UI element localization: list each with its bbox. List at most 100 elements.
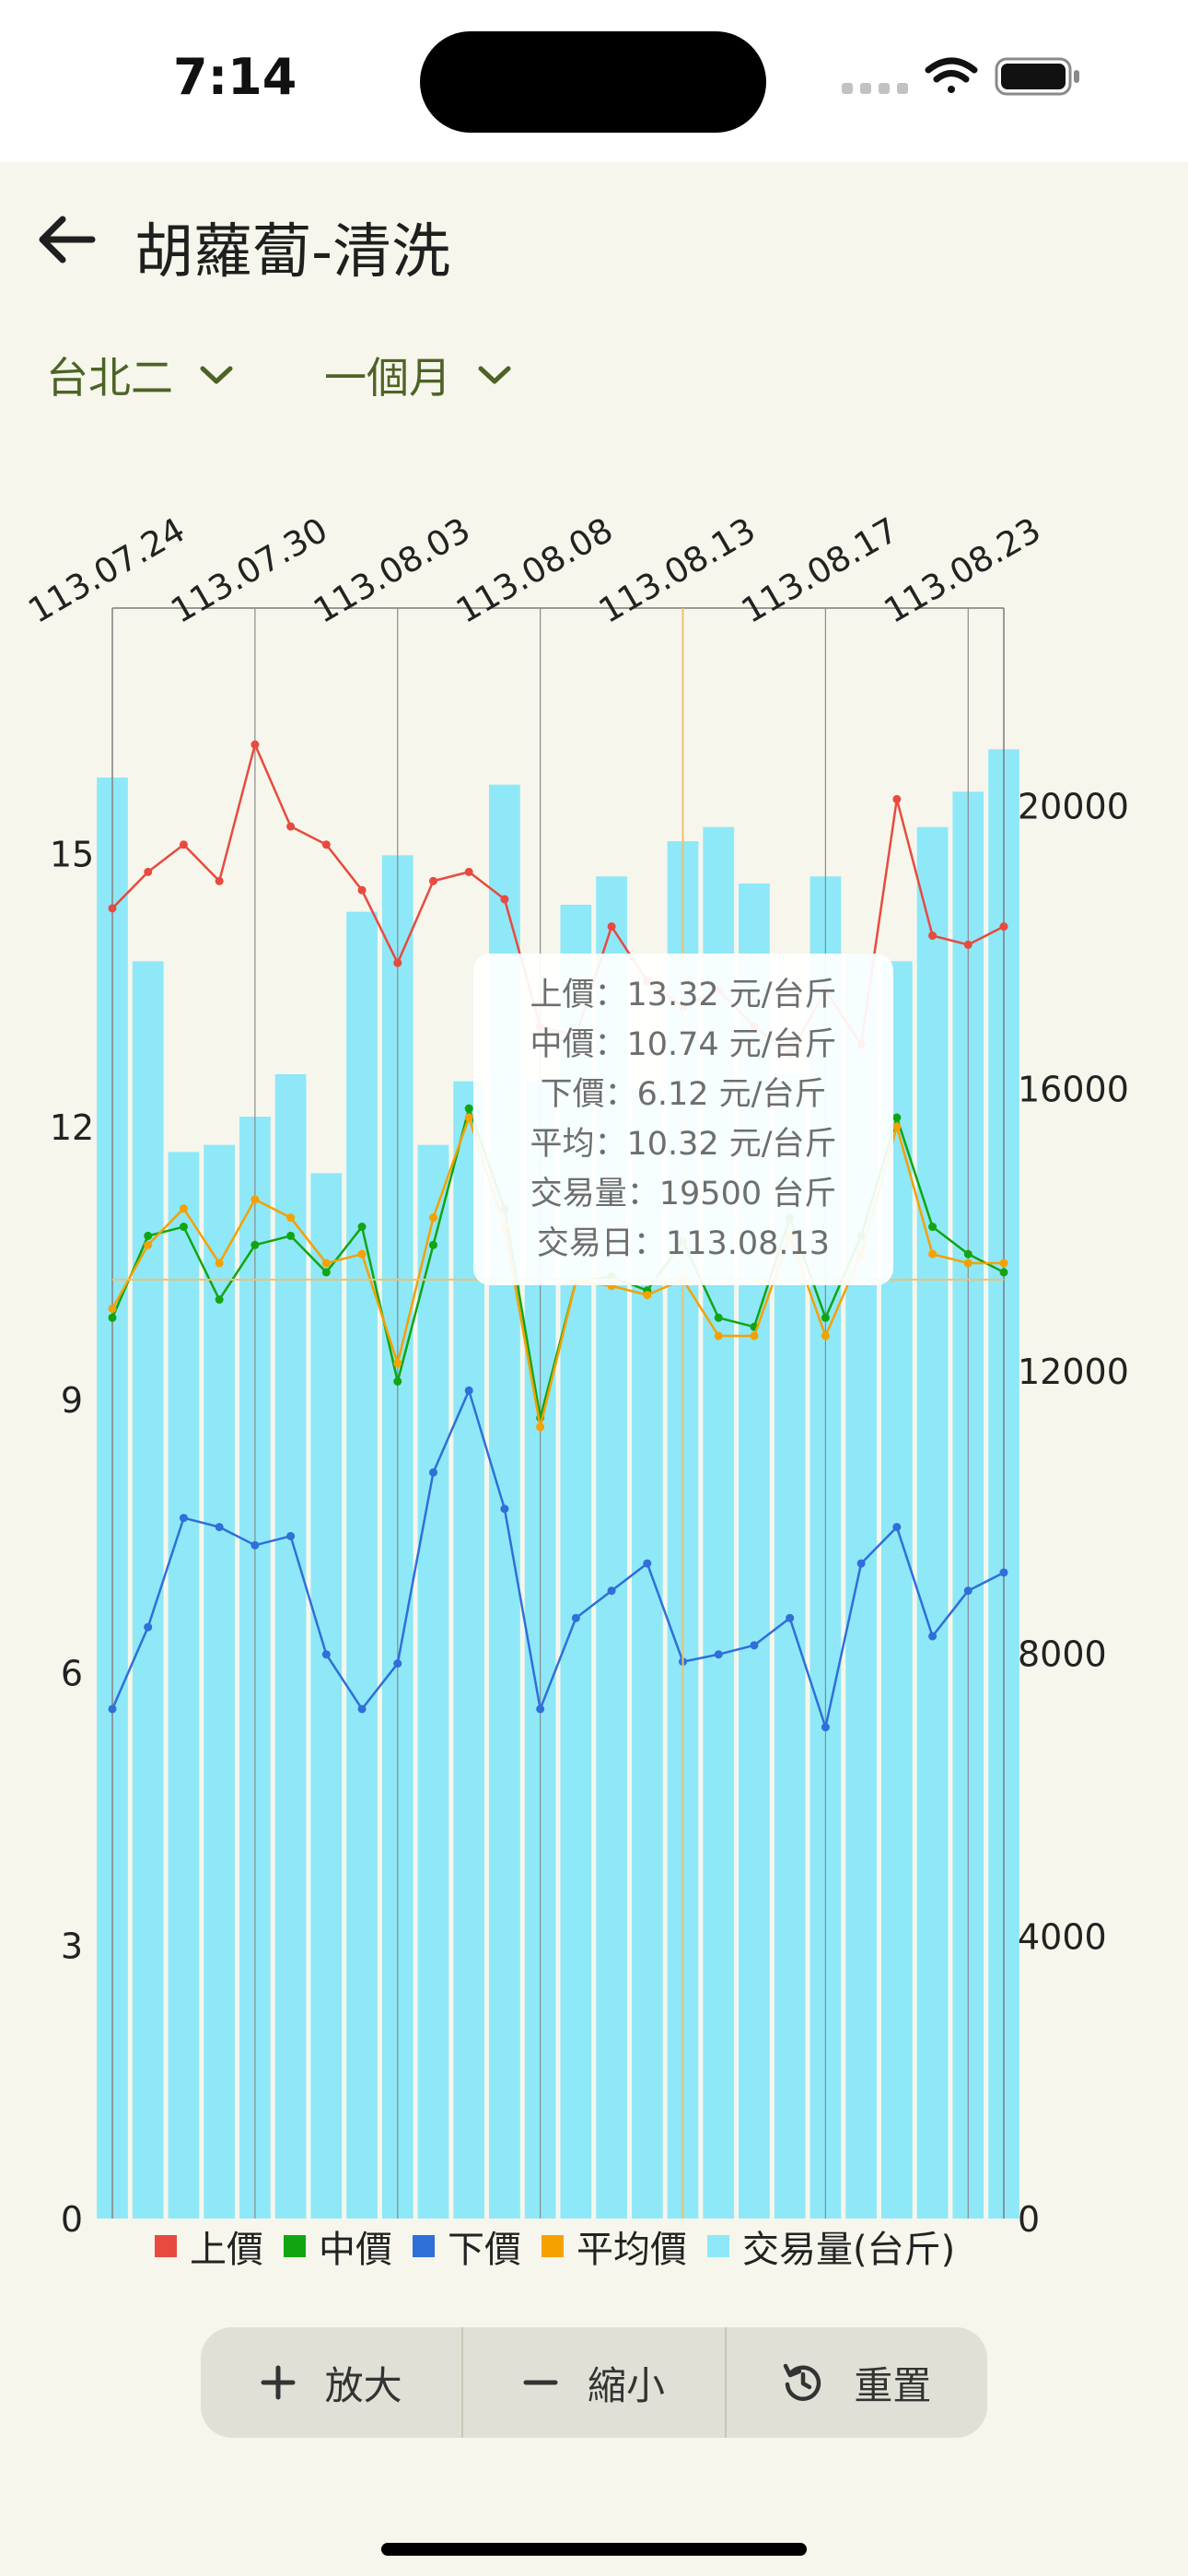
home-indicator	[381, 2543, 807, 2556]
y2-tick-label: 20000	[1018, 787, 1129, 827]
series-point	[108, 904, 117, 913]
series-point	[750, 1641, 759, 1650]
series-point	[892, 1522, 902, 1531]
legend-label-volume: 交易量(台斤)	[742, 2229, 956, 2271]
series-point	[357, 1249, 367, 1259]
legend-item-lower: 下價	[413, 2219, 521, 2273]
series-point	[250, 1540, 260, 1550]
series-point	[714, 1313, 723, 1322]
legend-item-upper: 上價	[155, 2219, 263, 2273]
reset-label: 重置	[854, 2362, 932, 2408]
series-point	[286, 822, 296, 831]
series-point	[607, 1587, 616, 1596]
plus-icon	[261, 2365, 296, 2400]
legend-swatch-lower	[413, 2235, 435, 2257]
tooltip-middle: 中價：10.74 元/台斤	[530, 1026, 837, 1063]
x-tick-label: 113.08.23	[878, 509, 1048, 630]
series-point	[928, 1249, 938, 1259]
series-point	[215, 1295, 224, 1305]
series-point	[464, 867, 473, 876]
arrow-left-icon[interactable]	[33, 212, 98, 267]
y2-tick-label: 8000	[1018, 1634, 1107, 1675]
volume-bar	[274, 1074, 307, 2219]
series-point	[215, 876, 224, 885]
series-line-lower	[108, 1386, 1008, 1732]
chevron-down-icon	[478, 366, 511, 384]
series-point	[321, 1259, 331, 1268]
x-tick-label: 113.08.17	[735, 509, 905, 630]
reset-button[interactable]: 重置	[724, 2327, 987, 2438]
series-point	[179, 1514, 188, 1523]
series-point	[179, 1204, 188, 1213]
series-point	[999, 1259, 1008, 1268]
series-point	[786, 1613, 795, 1622]
status-time: 7:14	[173, 48, 297, 106]
legend-swatch-middle	[284, 2235, 306, 2257]
series-point	[607, 922, 616, 931]
tooltip-volume: 交易量：19500 台斤	[530, 1176, 837, 1212]
volume-bar	[916, 826, 949, 2219]
tooltip-date: 交易日：113.08.13	[536, 1225, 831, 1262]
zoom-in-button[interactable]: 放大	[201, 2327, 461, 2438]
series-point	[892, 1113, 902, 1122]
legend-label-lower: 下價	[448, 2229, 521, 2271]
zoom-out-button[interactable]: 縮小	[461, 2327, 724, 2438]
market-dropdown[interactable]: 台北二	[46, 343, 236, 407]
series-point	[144, 1231, 153, 1240]
series-point	[144, 867, 153, 876]
y-tick-label: 12	[50, 1107, 94, 1148]
series-point	[179, 840, 188, 849]
series-point	[286, 1531, 296, 1540]
y2-tick-label: 4000	[1018, 1916, 1107, 1957]
volume-bar	[132, 961, 164, 2219]
reset-icon	[784, 2363, 821, 2401]
series-point	[250, 1240, 260, 1249]
volume-bar	[346, 911, 378, 2219]
series-point	[821, 1331, 830, 1341]
series-point	[393, 1659, 402, 1669]
legend-label-average: 平均價	[577, 2229, 687, 2271]
y2-tick-label: 12000	[1018, 1352, 1129, 1392]
chevron-down-icon	[200, 366, 233, 384]
series-point	[393, 958, 402, 967]
minus-icon	[523, 2380, 558, 2385]
y-tick-label: 6	[61, 1653, 83, 1693]
series-point	[999, 922, 1008, 931]
legend-swatch-volume	[707, 2235, 729, 2257]
status-icons	[842, 57, 1079, 96]
series-point	[286, 1213, 296, 1223]
series-point	[928, 1632, 938, 1641]
dynamic-island	[420, 31, 766, 133]
series-point	[643, 1291, 652, 1300]
series-point	[892, 794, 902, 803]
series-point	[215, 1522, 224, 1531]
series-point	[108, 1313, 117, 1322]
tooltip-average: 平均：10.32 元/台斤	[530, 1126, 837, 1163]
period-dropdown[interactable]: 一個月	[324, 343, 514, 407]
series-point	[250, 1195, 260, 1204]
volume-bar	[310, 1173, 343, 2219]
x-tick-label: 113.07.30	[164, 509, 334, 630]
series-point	[928, 1223, 938, 1232]
series-point	[464, 1113, 473, 1122]
series-point	[357, 1223, 367, 1232]
chart-legend: 上價 中價 下價 平均價 交易量(台斤)	[155, 2219, 975, 2274]
series-point	[714, 1331, 723, 1341]
legend-item-volume: 交易量(台斤)	[707, 2219, 955, 2273]
series-point	[963, 1259, 973, 1268]
series-point	[215, 1259, 224, 1268]
series-path	[111, 1389, 1005, 1728]
tooltip-lower: 下價：6.12 元/台斤	[540, 1076, 827, 1113]
series-point	[821, 1313, 830, 1322]
status-bar: 7:14	[0, 0, 1188, 162]
x-tick-label: 113.08.03	[307, 509, 477, 630]
y2-tick-label: 0	[1018, 2199, 1040, 2240]
series-point	[108, 1704, 117, 1714]
x-tick-label: 113.08.08	[449, 509, 620, 630]
series-point	[286, 1231, 296, 1240]
page-title: 胡蘿蔔-清洗	[134, 218, 451, 287]
legend-item-middle: 中價	[284, 2219, 392, 2273]
legend-swatch-average	[542, 2235, 564, 2257]
series-point	[179, 1223, 188, 1232]
